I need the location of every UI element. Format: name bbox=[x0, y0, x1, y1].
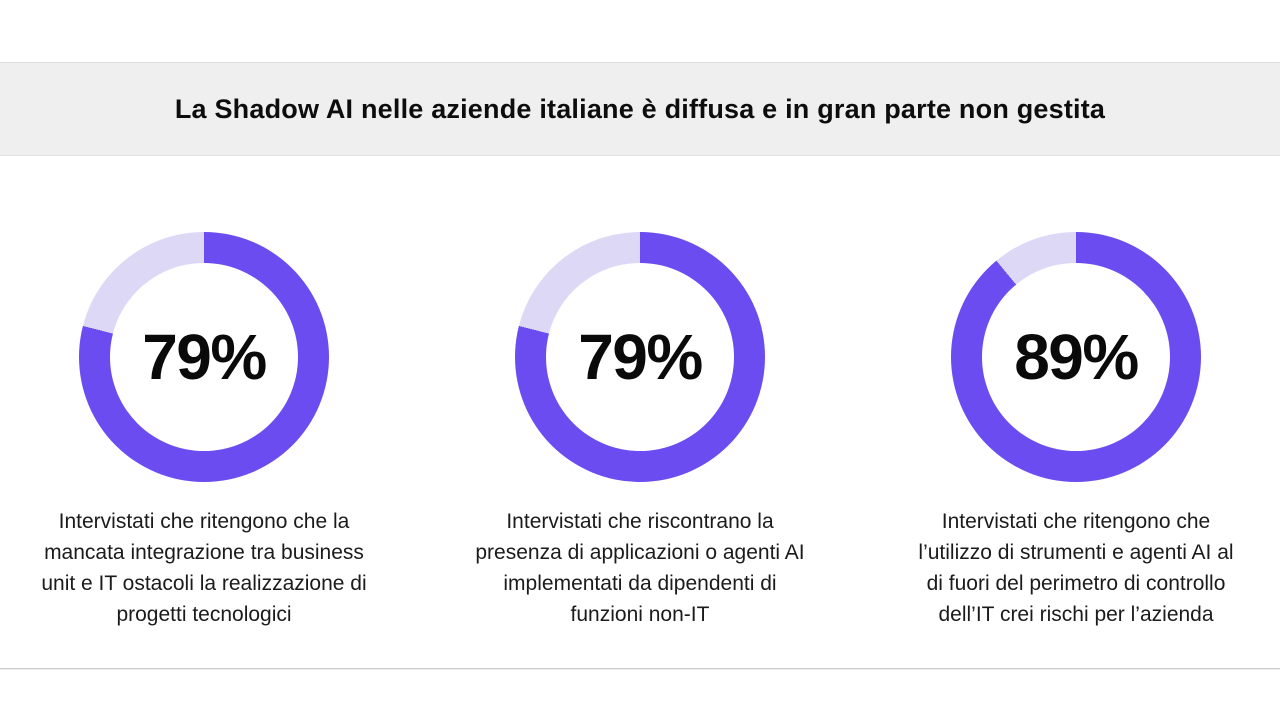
stat-card-1: 79% Intervistati che ritengono che la ma… bbox=[7, 232, 401, 630]
page-title: La Shadow AI nelle aziende italiane è di… bbox=[174, 93, 1106, 124]
donut-hole bbox=[546, 263, 734, 451]
donut-chart-2: 79% bbox=[515, 232, 765, 482]
stats-row: 79% Intervistati che ritengono che la ma… bbox=[0, 232, 1280, 630]
stat-card-3: 89% Intervistati che ritengono che l’uti… bbox=[879, 232, 1273, 630]
donut-hole bbox=[110, 263, 298, 451]
stat-caption-2: Intervistati che riscontrano la presenza… bbox=[475, 510, 805, 626]
percent-label-2: 79% bbox=[578, 321, 703, 393]
percent-label-3: 89% bbox=[1014, 321, 1139, 393]
title-banner: La Shadow AI nelle aziende italiane è di… bbox=[0, 62, 1280, 156]
donut-chart-1: 79% bbox=[79, 232, 329, 482]
stat-card-2: 79% Intervistati che riscontrano la pres… bbox=[443, 232, 837, 630]
stat-caption-1: Intervistati che ritengono che la mancat… bbox=[41, 510, 367, 626]
donut-chart-3: 89% bbox=[951, 232, 1201, 482]
percent-label-1: 79% bbox=[142, 321, 267, 393]
bottom-divider bbox=[0, 668, 1280, 670]
donut-hole bbox=[982, 263, 1170, 451]
stat-caption-3: Intervistati che ritengono che l’utilizz… bbox=[918, 510, 1234, 626]
